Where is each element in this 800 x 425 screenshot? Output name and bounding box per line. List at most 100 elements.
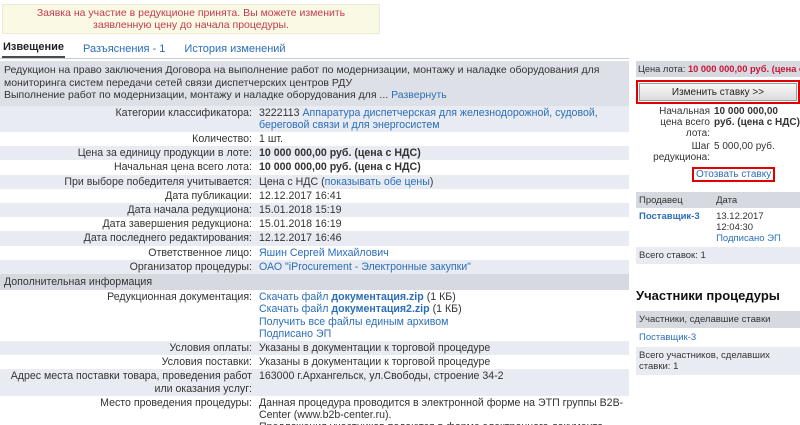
lot-price-value: 10 000 000,00 руб. (цена с НДС)	[687, 64, 800, 74]
participants-table-header: Участники, сделавшие ставки	[636, 311, 800, 328]
row-label: Цена за единицу продукции в лоте:	[77, 147, 252, 160]
download-file-1-link[interactable]: Скачать файл	[259, 291, 329, 304]
participant-link[interactable]: Поставщик-3	[639, 332, 697, 343]
show-both-prices-link[interactable]: показывать обе цены	[324, 175, 430, 188]
criteria-text: Цена с НДС (	[259, 175, 325, 188]
row-end-date: Дата завершения редукциона: 15.01.2018 1…	[0, 217, 629, 231]
banner-text: Заявка на участие в редукционе принята. …	[36, 7, 346, 31]
row-label: Начальная цена всего лота:	[113, 161, 252, 174]
row-venue: Место проведения процедуры: Данная проце…	[0, 396, 629, 425]
bid-signed-link[interactable]: Подписано ЭП	[716, 233, 781, 244]
row-value: 10 000 000,00 руб. (цена с НДС)	[259, 147, 421, 160]
row-value: Указаны в документации к торговой процед…	[259, 341, 491, 354]
expand-link[interactable]: Развернуть	[391, 89, 447, 101]
participants-heading: Участники процедуры	[636, 288, 780, 303]
participant-row: Поставщик-3	[636, 328, 800, 347]
row-label: Количество:	[192, 132, 252, 145]
lot-price-label: Цена лота:	[638, 64, 686, 74]
start-price-row: Начальная цена всего лота: 10 000 000,00…	[636, 106, 800, 139]
row-value: 12.12.2017 16:46	[259, 232, 342, 245]
bids-col-date: Дата	[713, 192, 800, 208]
row-value: Скачать файл документация.zip (1 КБ) Скача…	[252, 291, 462, 340]
row-value: 163000 г.Архангельск, ул.Свободы, строен…	[259, 370, 504, 383]
row-delivery-terms: Условия поставки: Указаны в документации…	[0, 355, 629, 369]
tab-notice[interactable]: Извещение	[2, 39, 66, 58]
bids-table: Продавец Дата Поставщик-3 13.12.2017 12:…	[636, 192, 800, 264]
reduction-step-row: Шаг редукциона: 5 000,00 руб.	[636, 141, 800, 163]
row-value: 3222113 Аппаратура диспетчерская для желе…	[252, 107, 629, 131]
file-2-size: (1 КБ)	[432, 303, 462, 316]
change-bid-button[interactable]: Изменить ставку >>	[639, 83, 797, 101]
row-winner-criteria: При выборе победителя учитывается: Цена …	[0, 174, 629, 189]
row-label: Организатор процедуры:	[129, 260, 252, 273]
responsible-person-link[interactable]: Яшин Сергей Михайлович	[259, 246, 389, 259]
row-label: Дата публикации:	[165, 189, 252, 202]
row-value: 10 000 000,00 руб. (цена с НДС)	[259, 161, 421, 174]
download-all-files-link[interactable]: Получить все файлы единым архивом	[259, 315, 449, 328]
row-value: ОАО "iProcurement - Электронные закупки"	[252, 261, 471, 273]
row-label: Условия поставки:	[161, 356, 252, 369]
procedure-subtitle: Выполнение работ по модернизации, монтаж…	[4, 89, 389, 101]
tab-clarifications[interactable]: Разъяснения - 1	[83, 43, 166, 55]
row-label: Адрес места поставки товара, проведения …	[10, 370, 252, 395]
category-code: 3222113	[259, 106, 300, 119]
content: Редукцион на право заключения Договора н…	[0, 61, 800, 425]
row-value: Яшин Сергей Михайлович	[252, 247, 389, 259]
start-price-value: 10 000 000,00 руб. (цена с НДС)	[714, 106, 800, 128]
notice-main: Редукцион на право заключения Договора н…	[0, 61, 629, 425]
tab-bar: Извещение Разъяснения - 1 История измене…	[0, 39, 629, 59]
row-unit-price: Цена за единицу продукции в лоте: 10 000…	[0, 146, 629, 161]
withdraw-bid-link[interactable]: Отозвать ставку	[696, 169, 772, 180]
reduction-step-value: 5 000,00 руб.	[714, 140, 775, 152]
row-label: Дата начала редукциона:	[127, 203, 252, 216]
acceptance-banner: Заявка на участие в редукционе принята. …	[2, 4, 380, 34]
start-price-label: Начальная цена всего лота:	[659, 106, 710, 139]
doc-signed-link[interactable]: Подписано ЭП	[259, 327, 332, 340]
bids-col-seller: Продавец	[636, 192, 714, 208]
row-delivery-address: Адрес места поставки товара, проведения …	[0, 369, 629, 396]
organizer-link[interactable]: ОАО "iProcurement - Электронные закупки"	[259, 260, 471, 273]
lot-price-row: Цена лота: 10 000 000,00 руб. (цена с НД…	[636, 61, 800, 77]
bid-date: 13.12.2017 12:04:30	[716, 211, 764, 233]
criteria-suffix: )	[429, 175, 434, 188]
row-value: Данная процедура проводится в электронно…	[252, 397, 629, 425]
withdraw-highlight: Отозвать ставку	[692, 167, 776, 182]
participants-total: Всего участников, сделавших ставки: 1	[636, 347, 800, 375]
procedure-title: Редукцион на право заключения Договора н…	[4, 64, 600, 89]
bidder-link[interactable]: Поставщик-3	[639, 211, 700, 222]
row-documentation: Редукционная документация: Скачать файл д…	[0, 290, 629, 341]
row-payment-terms: Условия оплаты: Указаны в документации к…	[0, 340, 629, 356]
row-value: Указаны в документации к торговой процед…	[259, 356, 491, 369]
section-additional-info: Дополнительная информация	[0, 273, 629, 291]
details-table: Категории классификатора: 3222113 Аппарат…	[0, 105, 629, 425]
row-edit-date: Дата последнего редактирования: 12.12.20…	[0, 231, 629, 246]
row-label: Условия оплаты:	[169, 341, 252, 354]
bids-total: Всего ставок: 1	[636, 247, 800, 264]
bid-row: Поставщик-3 13.12.2017 12:04:30 Подписан…	[636, 208, 800, 247]
row-label: Ответственное лицо:	[148, 246, 252, 259]
row-organizer: Организатор процедуры: ОАО "iProcurement…	[0, 259, 629, 274]
row-value: 12.12.2017 16:41	[259, 189, 342, 202]
file-1-name-link[interactable]: документация.zip	[331, 291, 424, 304]
tab-change-history[interactable]: История изменений	[184, 43, 286, 55]
row-label: При выборе победителя учитывается:	[64, 175, 252, 188]
row-label: Категории классификатора:	[115, 106, 253, 119]
category-link[interactable]: Аппаратура диспетчерская для железнодоро…	[259, 106, 598, 131]
reduction-step-label: Шаг редукциона:	[653, 140, 710, 163]
venue-line-1: Данная процедура проводится в электронно…	[259, 396, 624, 421]
doc-file-1: Скачать файл документация.zip (1 КБ)	[259, 291, 462, 303]
row-responsible: Ответственное лицо: Яшин Сергей Михайлов…	[0, 246, 629, 260]
row-label: Дата последнего редактирования:	[83, 232, 252, 245]
change-bid-highlight: Изменить ставку >>	[636, 80, 800, 104]
row-value: 1 шт.	[259, 132, 283, 145]
file-1-size: (1 КБ)	[426, 291, 456, 304]
download-file-2-link[interactable]: Скачать файл	[259, 303, 329, 316]
row-value: Цена с НДС (показывать обе цены)	[252, 176, 433, 188]
row-value: 15.01.2018 15:19	[259, 203, 342, 216]
row-value: 15.01.2018 16:19	[259, 218, 342, 231]
procedure-description: Редукцион на право заключения Договора н…	[0, 61, 629, 106]
row-quantity: Количество: 1 шт.	[0, 132, 629, 146]
row-label: Редукционная документация:	[107, 291, 252, 304]
file-2-name-link[interactable]: документация2.zip	[331, 303, 430, 316]
